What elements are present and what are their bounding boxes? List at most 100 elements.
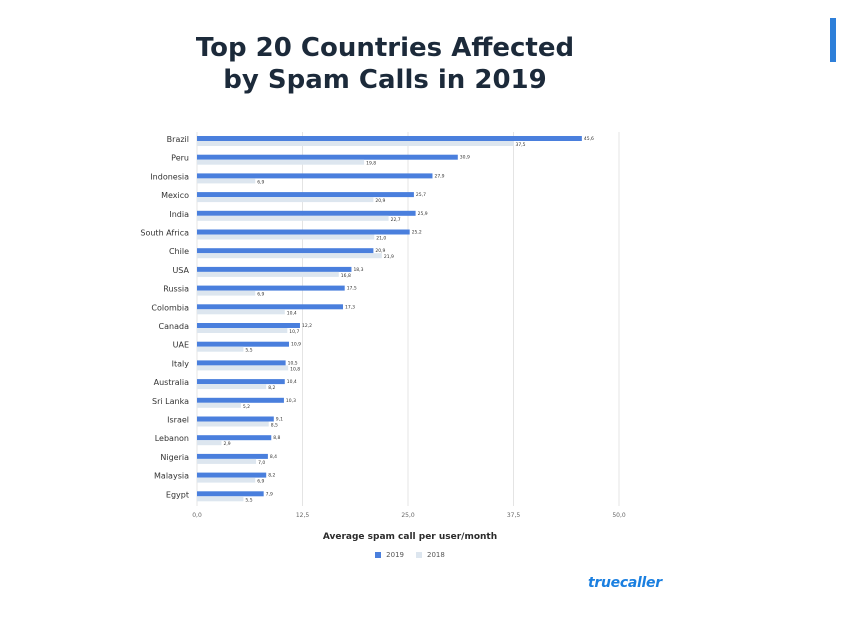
bar-2019 [197,248,374,254]
legend-swatch-2019 [375,552,382,558]
bar-2019-value-label: 7,9 [266,491,273,497]
bar-2019-value-label: 10,4 [287,379,297,385]
bar-2019-value-label: 9,1 [276,417,283,423]
bar-2018 [197,365,289,371]
bar-2018 [197,290,256,296]
bar-2019-value-label: 30,9 [460,155,470,161]
bar-2019 [197,173,433,179]
bar-2018 [197,458,257,464]
legend-item-2019: 2019 [375,551,404,559]
bar-2019 [197,472,267,478]
category-label: UAE [173,341,189,350]
category-label: Mexico [161,191,189,200]
bar-2018-value-label: 37,5 [516,142,526,148]
category-label: Canada [159,322,190,331]
bar-2018-value-label: 22,7 [391,217,401,223]
bar-2019 [197,154,458,160]
bar-2018 [197,346,244,352]
bar-2019 [197,453,268,459]
x-tick-label: 12,5 [296,512,310,519]
bar-2018-value-label: 10,4 [287,310,297,316]
category-label: Colombia [151,303,189,312]
category-label: Brazil [167,135,189,144]
bar-2019-value-label: 17,3 [345,304,355,310]
bar-2018-value-label: 21,0 [376,236,386,242]
bar-2018-value-label: 8,5 [271,423,278,429]
accent-bar [830,18,836,62]
bar-2019 [197,360,286,366]
category-label: Australia [154,378,189,387]
bar-2019 [197,210,416,216]
bar-2019-value-label: 45,6 [584,136,594,142]
bar-2019-value-label: 12,2 [302,323,312,329]
bar-2019 [197,304,344,310]
category-label: Peru [171,154,189,163]
bar-2018-value-label: 10,8 [290,366,300,372]
bar-2018 [197,178,256,184]
category-label: Malaysia [154,472,189,481]
bar-2018 [197,253,382,259]
category-label: Sri Lanka [152,397,189,406]
chart-title: Top 20 Countries Affected by Spam Calls … [0,32,770,96]
x-tick-label: 0,0 [192,512,202,519]
bar-2019-value-label: 8,4 [270,454,277,460]
bar-2018-value-label: 8,2 [268,385,275,391]
title-line-1: Top 20 Countries Affected [195,33,575,63]
legend: 2019 2018 [200,551,620,559]
x-axis-label: Average spam call per user/month [322,532,498,542]
bar-2019-value-label: 10,5 [288,360,298,366]
category-label: South Africa [140,229,189,238]
bar-2019-value-label: 25,9 [418,211,428,217]
legend-swatch-2018 [416,552,422,558]
bar-2018 [197,141,514,146]
bar-2018-value-label: 6,9 [257,479,264,485]
bar-2019-value-label: 8,2 [268,473,275,479]
bar-2018-value-label: 10,7 [289,329,299,335]
category-label: Israel [167,416,189,425]
bar-2019 [197,136,582,141]
x-tick-label: 37,5 [507,512,521,519]
bar-2018 [197,440,222,446]
bar-2019 [197,397,284,403]
x-tick-label: 50,0 [612,512,626,519]
bar-2019 [197,192,414,198]
bar-2018 [197,197,374,203]
bar-2019-value-label: 10,9 [291,342,301,348]
bar-2018-value-label: 21,9 [384,254,394,260]
bar-2019 [197,266,352,272]
bar-2018-value-label: 19,8 [366,161,376,167]
bar-2018-value-label: 16,8 [341,273,351,279]
bar-2018-value-label: 20,9 [375,198,385,204]
category-label: Chile [169,247,189,256]
bar-2019-value-label: 25,2 [412,230,422,236]
bar-2018-value-label: 2,9 [223,441,230,447]
bar-2018-value-label: 5,5 [245,497,252,503]
legend-item-2018: 2018 [416,551,445,559]
bar-2018 [197,328,288,333]
category-label: India [169,210,189,219]
bar-2018 [197,271,339,277]
x-tick-label: 25,0 [401,512,415,519]
bar-2019 [197,379,285,385]
bar-2019-value-label: 8,8 [273,435,280,441]
legend-label-2019: 2019 [386,551,404,559]
bar-2018 [197,477,256,483]
bar-2018-value-label: 5,5 [245,348,252,354]
bar-2018 [197,421,269,427]
bar-2018 [197,496,244,502]
bar-2019 [197,229,410,235]
bar-2018-value-label: 7,0 [258,460,265,466]
legend-label-2018: 2018 [427,551,445,559]
bar-2019-value-label: 25,7 [416,192,426,198]
category-label: Nigeria [160,453,189,462]
bar-2019-value-label: 27,9 [434,173,444,179]
bar-2019 [197,341,289,347]
bar-2019 [197,491,264,497]
category-label: Italy [172,359,190,368]
bar-2019-value-label: 17,5 [347,286,357,292]
bar-2019 [197,285,345,291]
bar-2018-value-label: 6,9 [257,292,264,298]
bar-2018 [197,215,389,221]
